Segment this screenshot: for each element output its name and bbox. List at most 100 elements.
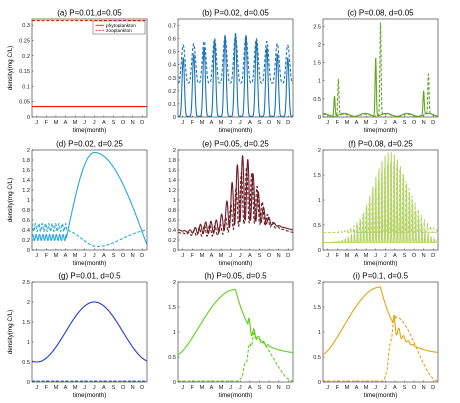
x-tick-label: A [355, 253, 359, 259]
x-tick-label: J [35, 385, 38, 391]
y-tick-label: 2 [318, 280, 321, 286]
x-tick-label: J [239, 120, 242, 126]
series-line-solid [32, 301, 147, 363]
y-tick-label: 1.4 [22, 178, 30, 184]
x-tick-label: A [210, 253, 214, 259]
series-line-solid [323, 152, 438, 244]
y-tick-label: 0 [318, 248, 321, 254]
x-tick-label: M [219, 120, 224, 126]
y-tick-label: 0.2 [22, 54, 30, 60]
x-axis-label: time(month) [219, 392, 253, 399]
x-tick-label: D [431, 385, 435, 391]
x-tick-label: J [384, 253, 387, 259]
x-tick-label: A [393, 120, 397, 126]
y-tick-label: 1.6 [168, 168, 176, 174]
y-tick-label: 1 [27, 340, 30, 346]
y-tick-label: 2 [27, 148, 30, 154]
y-tick-label: 0.5 [313, 97, 321, 103]
x-tick-label: O [412, 253, 417, 259]
x-tick-label: A [102, 385, 106, 391]
y-tick-label: 0 [173, 380, 176, 386]
x-tick-label: J [35, 120, 38, 126]
y-tick-label: 0.4 [168, 228, 176, 234]
chart-title: (h) P=0.05, d=0.5 [204, 272, 267, 281]
x-tick-label: J [229, 385, 232, 391]
x-tick-label: A [102, 253, 106, 259]
y-tick-label: 1 [318, 330, 321, 336]
x-tick-label: M [345, 385, 350, 391]
y-tick-label: 2 [318, 42, 321, 48]
x-tick-label: J [239, 385, 242, 391]
x-tick-label: A [210, 120, 214, 126]
y-tick-label: 0.5 [168, 50, 176, 56]
chart-title: (g) P=0.01, d=0.5 [58, 272, 121, 281]
x-tick-label: J [384, 385, 387, 391]
x-tick-label: A [393, 253, 397, 259]
series-line-solid [323, 286, 438, 356]
y-tick-label: 1 [173, 198, 176, 204]
y-tick-label: 0 [173, 248, 176, 254]
x-tick-label: F [45, 120, 49, 126]
legend-label: zooplankton [106, 28, 132, 34]
axes-box [177, 18, 294, 118]
x-axis-label: time(month) [364, 392, 398, 399]
chart-title: (i) P=0.1, d=0.5 [353, 272, 409, 281]
chart-panel-2: (b) P=0.02, d=0.05J F M A M J J A S O N D00.10.20.3… [168, 9, 294, 134]
x-tick-label: J [384, 120, 387, 126]
y-tick-label: 2.5 [22, 280, 30, 286]
y-tick-label: 1.4 [168, 178, 176, 184]
y-tick-label: 0.6 [168, 218, 176, 224]
y-tick-label: 0.3 [168, 76, 176, 82]
chart-panel-9: (i) P=0.1, d=0.5J F M A M J J A S O N D00.511.52tim… [313, 272, 439, 399]
y-tick-label: 1.2 [168, 188, 176, 194]
x-tick-label: S [258, 120, 262, 126]
y-tick-label: 2 [27, 300, 30, 306]
series-line-dashed [32, 222, 147, 248]
x-tick-label: J [35, 253, 38, 259]
x-tick-label: N [277, 120, 281, 126]
x-tick-label: O [267, 120, 272, 126]
x-tick-label: S [112, 253, 116, 259]
legend-box [92, 20, 146, 35]
x-tick-label: O [121, 385, 126, 391]
y-tick-label: 0.8 [168, 208, 176, 214]
x-tick-label: M [219, 385, 224, 391]
series-line-dashed [323, 22, 438, 117]
y-tick-label: 0.4 [168, 63, 176, 69]
x-tick-label: M [73, 385, 78, 391]
y-axis-label: density(mg C/L) [7, 46, 14, 90]
x-tick-label: D [431, 253, 435, 259]
x-tick-label: J [93, 385, 96, 391]
x-tick-label: A [355, 120, 359, 126]
y-tick-label: 0.2 [168, 238, 176, 244]
x-axis-label: time(month) [364, 127, 398, 134]
x-tick-label: J [326, 253, 329, 259]
x-tick-label: F [191, 385, 195, 391]
x-axis-label: time(month) [219, 127, 253, 134]
x-tick-label: J [229, 120, 232, 126]
x-axis-label: time(month) [364, 260, 398, 267]
x-tick-label: N [422, 253, 426, 259]
x-tick-label: A [102, 120, 106, 126]
x-tick-label: F [336, 385, 340, 391]
x-tick-label: O [412, 120, 417, 126]
x-tick-label: M [364, 120, 369, 126]
y-axis-label: density(mg C/L) [7, 178, 14, 222]
x-tick-label: M [364, 253, 369, 259]
x-tick-label: A [393, 385, 397, 391]
y-tick-label: 0.4 [22, 228, 30, 234]
x-tick-label: D [140, 120, 144, 126]
x-axis-label: time(month) [219, 260, 253, 267]
x-tick-label: N [131, 253, 135, 259]
chart-title: (c) P=0.08, d=0.05 [347, 9, 414, 18]
chart-panel-3: (c) P=0.08, d=0.05J F M A M J J A S O N D00.511.522… [313, 9, 439, 134]
y-tick-label: 0.3 [22, 23, 30, 29]
x-axis-label: time(month) [73, 127, 107, 134]
series-line-dashed [178, 35, 293, 84]
x-tick-label: F [191, 120, 195, 126]
x-tick-label: M [345, 253, 350, 259]
x-tick-label: A [248, 385, 252, 391]
y-tick-label: 2 [318, 148, 321, 154]
x-tick-label: A [355, 385, 359, 391]
